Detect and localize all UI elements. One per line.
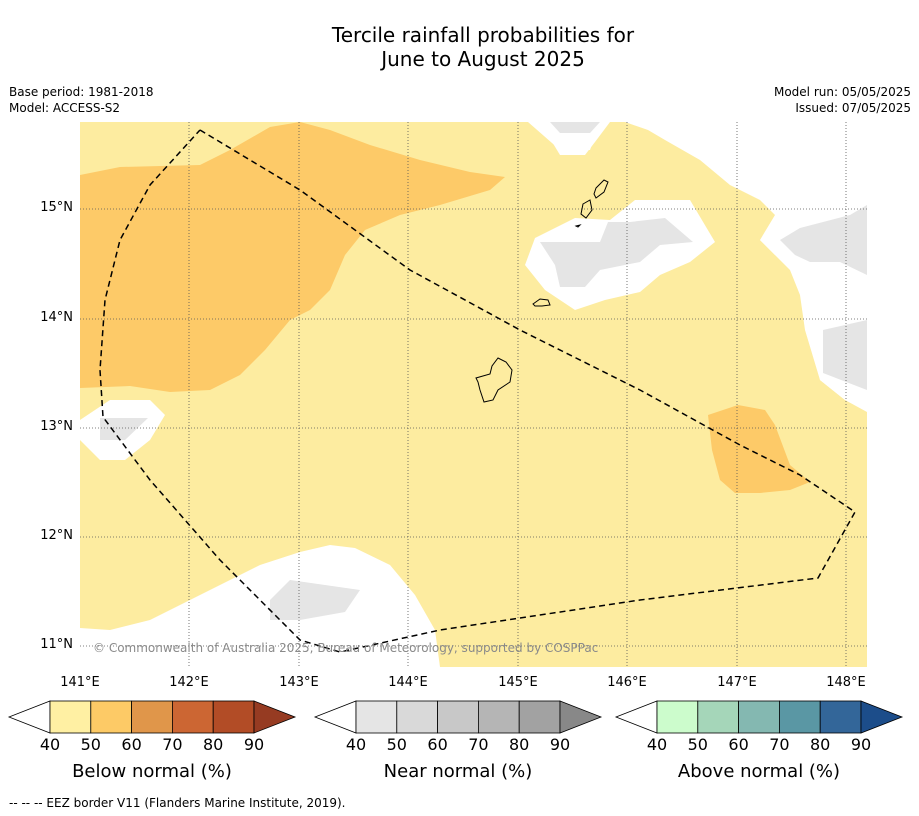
- colorbar-segment: [212, 700, 255, 734]
- colorbar-tick-label: 40: [39, 735, 61, 754]
- colorbar-segment: [171, 700, 214, 734]
- graticule: [80, 122, 867, 667]
- colorbar-1: [7, 700, 297, 734]
- colorbar-segment: [396, 700, 438, 734]
- colorbar-tick-label: 80: [509, 735, 530, 754]
- near-normal-40-region: [550, 122, 600, 133]
- colorbar-3: [614, 700, 904, 734]
- colorbar-tick-label: 40: [345, 735, 367, 754]
- colorbar-title: Near normal (%): [383, 761, 533, 782]
- map-title-line2: June to August 2025: [381, 47, 585, 71]
- colorbar-tick-label: 70: [468, 735, 489, 754]
- map-title-line1: Tercile rainfall probabilities for: [331, 23, 635, 47]
- eez-footnote: -- -- -- EEZ border V11 (Flanders Marine…: [9, 796, 346, 810]
- island-outlines: [475, 179, 609, 403]
- near-normal-40-region: [270, 580, 360, 620]
- saipan-island: [593, 179, 609, 199]
- colorbar-segment: [437, 700, 479, 734]
- colorbar-extend-high: [253, 700, 297, 734]
- colorbar-segment: [477, 700, 520, 734]
- colorbar-extend-high: [559, 700, 603, 734]
- colorbar-segment: [738, 700, 780, 734]
- aguijan-island: [574, 224, 582, 228]
- rota-island: [532, 298, 551, 307]
- lat-label: 13°N: [40, 419, 73, 434]
- colorbar-tick-label: 50: [687, 735, 708, 754]
- colorbar-tick-label: 60: [427, 735, 448, 754]
- lon-label: 142°E: [169, 675, 209, 690]
- colorbar-tick-label: 90: [850, 735, 872, 754]
- issued-date: Issued: 07/05/2025: [795, 101, 911, 115]
- colorbar-segment: [779, 700, 821, 734]
- tinian-island: [580, 199, 593, 219]
- guam-island: [475, 357, 513, 403]
- colorbar-tick-label: 80: [810, 735, 831, 754]
- lat-label: 15°N: [40, 200, 73, 215]
- colorbar-title: Below normal (%): [72, 761, 232, 782]
- base-period: Base period: 1981-2018: [9, 85, 154, 99]
- colorbar-segment: [49, 700, 92, 734]
- lon-label: 146°E: [607, 675, 647, 690]
- below-normal-60-region: [708, 405, 810, 493]
- copyright-notice: © Commonwealth of Australia 2025, Bureau…: [93, 641, 599, 655]
- colorbar-tick-label: 80: [203, 735, 224, 754]
- model-name: Model: ACCESS-S2: [9, 101, 121, 115]
- near-normal-40-region: [100, 418, 148, 440]
- colorbar-tick-label: 90: [549, 735, 571, 754]
- colorbar-2: [313, 700, 603, 734]
- colorbar-extend-low: [7, 700, 51, 734]
- colorbar-segment: [518, 700, 561, 734]
- colorbar-segment: [355, 700, 398, 734]
- lat-label: 11°N: [40, 637, 73, 652]
- colorbar-tick-label: 90: [243, 735, 265, 754]
- lat-label: 12°N: [40, 528, 73, 543]
- lon-label: 144°E: [388, 675, 428, 690]
- colorbar-tick-label: 60: [121, 735, 142, 754]
- colorbar-segment: [131, 700, 173, 734]
- colorbar-title: Above normal (%): [677, 761, 841, 782]
- lon-label: 147°E: [717, 675, 757, 690]
- model-run: Model run: 05/05/2025: [773, 85, 911, 99]
- near-normal-40-region: [823, 320, 867, 390]
- colorbar-extend-low: [614, 700, 658, 734]
- near-normal-40-region: [780, 205, 867, 275]
- lon-label: 141°E: [60, 675, 100, 690]
- colorbar-segment: [819, 700, 862, 734]
- colorbar-tick-label: 50: [80, 735, 101, 754]
- colorbar-segment: [656, 700, 699, 734]
- colorbar-extend-high: [860, 700, 904, 734]
- near-normal-40-region: [540, 218, 693, 287]
- colorbar-segment: [90, 700, 133, 734]
- below-normal-60-region: [80, 122, 505, 392]
- colorbar-tick-label: 50: [386, 735, 407, 754]
- lat-label: 14°N: [40, 310, 73, 325]
- colorbar-tick-label: 70: [769, 735, 790, 754]
- lon-label: 148°E: [826, 675, 866, 690]
- colorbar-tick-label: 70: [162, 735, 183, 754]
- lon-label: 145°E: [498, 675, 538, 690]
- colorbar-tick-label: 60: [728, 735, 749, 754]
- colorbar-extend-low: [313, 700, 357, 734]
- colorbar-tick-label: 40: [646, 735, 668, 754]
- eez-border: [99, 129, 856, 653]
- colorbar-segment: [697, 700, 739, 734]
- lon-label: 143°E: [279, 675, 319, 690]
